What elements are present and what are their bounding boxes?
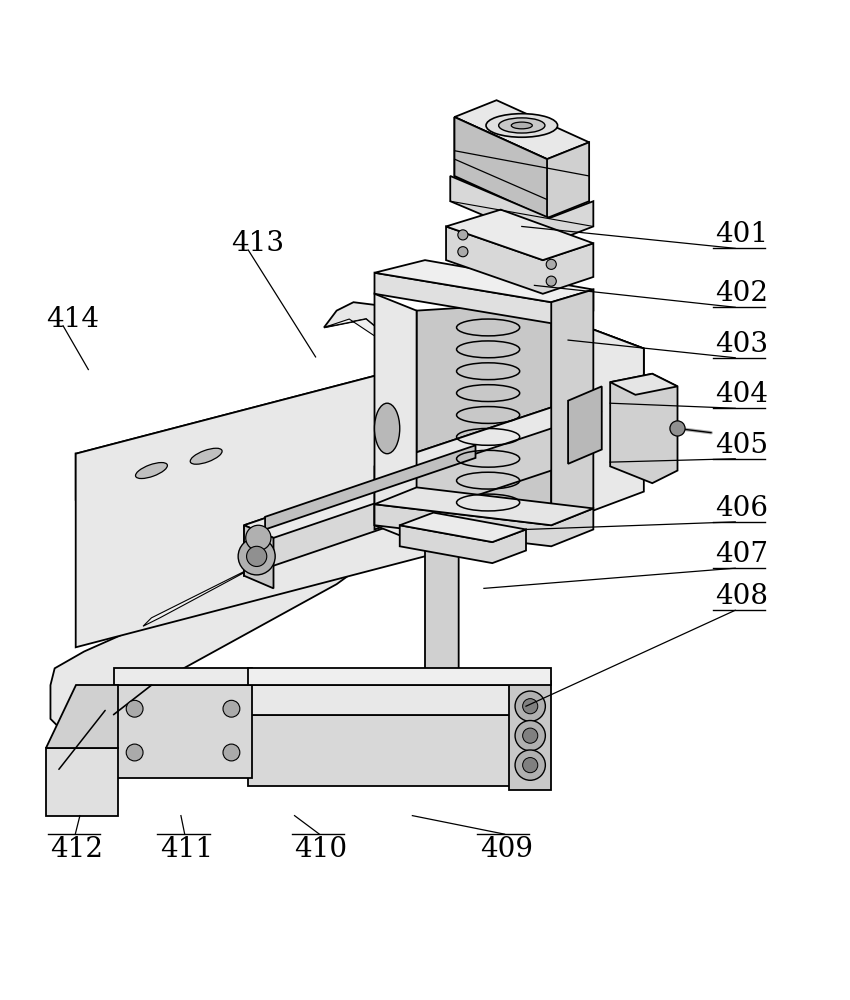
Ellipse shape: [486, 114, 558, 137]
Text: 408: 408: [716, 583, 768, 610]
Circle shape: [458, 247, 468, 257]
Polygon shape: [50, 302, 434, 727]
Circle shape: [547, 259, 556, 269]
Circle shape: [523, 758, 538, 773]
Polygon shape: [576, 323, 643, 395]
Polygon shape: [114, 685, 252, 778]
Text: 409: 409: [479, 836, 533, 863]
Polygon shape: [455, 117, 589, 218]
Text: 405: 405: [716, 432, 768, 459]
Text: 410: 410: [295, 836, 348, 863]
Text: 414: 414: [46, 306, 99, 333]
Polygon shape: [244, 525, 274, 588]
Circle shape: [246, 546, 267, 566]
Polygon shape: [450, 176, 593, 243]
Polygon shape: [265, 445, 475, 529]
Polygon shape: [248, 668, 552, 685]
Polygon shape: [400, 513, 526, 542]
Text: 412: 412: [50, 836, 104, 863]
Text: 407: 407: [716, 541, 768, 568]
Text: 411: 411: [160, 836, 213, 863]
Polygon shape: [114, 668, 252, 685]
Polygon shape: [446, 226, 593, 294]
Circle shape: [515, 750, 546, 780]
Polygon shape: [552, 290, 593, 525]
Polygon shape: [375, 260, 593, 302]
Polygon shape: [248, 685, 526, 715]
Ellipse shape: [511, 122, 532, 129]
Ellipse shape: [135, 463, 167, 479]
Polygon shape: [244, 458, 442, 576]
Ellipse shape: [190, 448, 222, 464]
Circle shape: [523, 699, 538, 714]
Polygon shape: [416, 302, 552, 542]
Polygon shape: [76, 323, 643, 479]
Ellipse shape: [375, 403, 400, 454]
Circle shape: [238, 538, 275, 575]
Polygon shape: [375, 487, 593, 525]
Polygon shape: [568, 386, 602, 464]
Polygon shape: [76, 454, 143, 525]
Polygon shape: [400, 525, 526, 563]
Circle shape: [223, 744, 240, 761]
Circle shape: [547, 276, 556, 286]
Circle shape: [458, 230, 468, 240]
Text: 401: 401: [716, 221, 768, 248]
Text: 402: 402: [716, 280, 768, 307]
Polygon shape: [375, 504, 593, 546]
Circle shape: [523, 728, 538, 743]
Text: 406: 406: [716, 495, 768, 522]
Circle shape: [515, 721, 546, 751]
Polygon shape: [46, 748, 118, 816]
Polygon shape: [375, 294, 416, 542]
Circle shape: [126, 744, 143, 761]
Polygon shape: [248, 715, 526, 786]
Polygon shape: [425, 525, 471, 538]
Circle shape: [515, 691, 546, 721]
Polygon shape: [143, 319, 408, 626]
Polygon shape: [46, 685, 118, 748]
Polygon shape: [455, 117, 547, 218]
Polygon shape: [76, 323, 643, 647]
Ellipse shape: [499, 118, 545, 133]
Polygon shape: [425, 529, 459, 702]
Polygon shape: [375, 273, 593, 323]
Polygon shape: [509, 681, 552, 790]
Text: 403: 403: [716, 331, 768, 358]
Polygon shape: [610, 374, 677, 395]
Polygon shape: [455, 100, 589, 159]
Circle shape: [223, 700, 240, 717]
Text: 404: 404: [716, 381, 768, 408]
Circle shape: [126, 700, 143, 717]
Polygon shape: [610, 374, 677, 483]
Polygon shape: [375, 399, 576, 529]
Text: 413: 413: [231, 230, 285, 257]
Circle shape: [246, 525, 271, 550]
Polygon shape: [446, 210, 593, 260]
Polygon shape: [375, 399, 602, 479]
Circle shape: [670, 421, 685, 436]
Polygon shape: [244, 458, 471, 538]
